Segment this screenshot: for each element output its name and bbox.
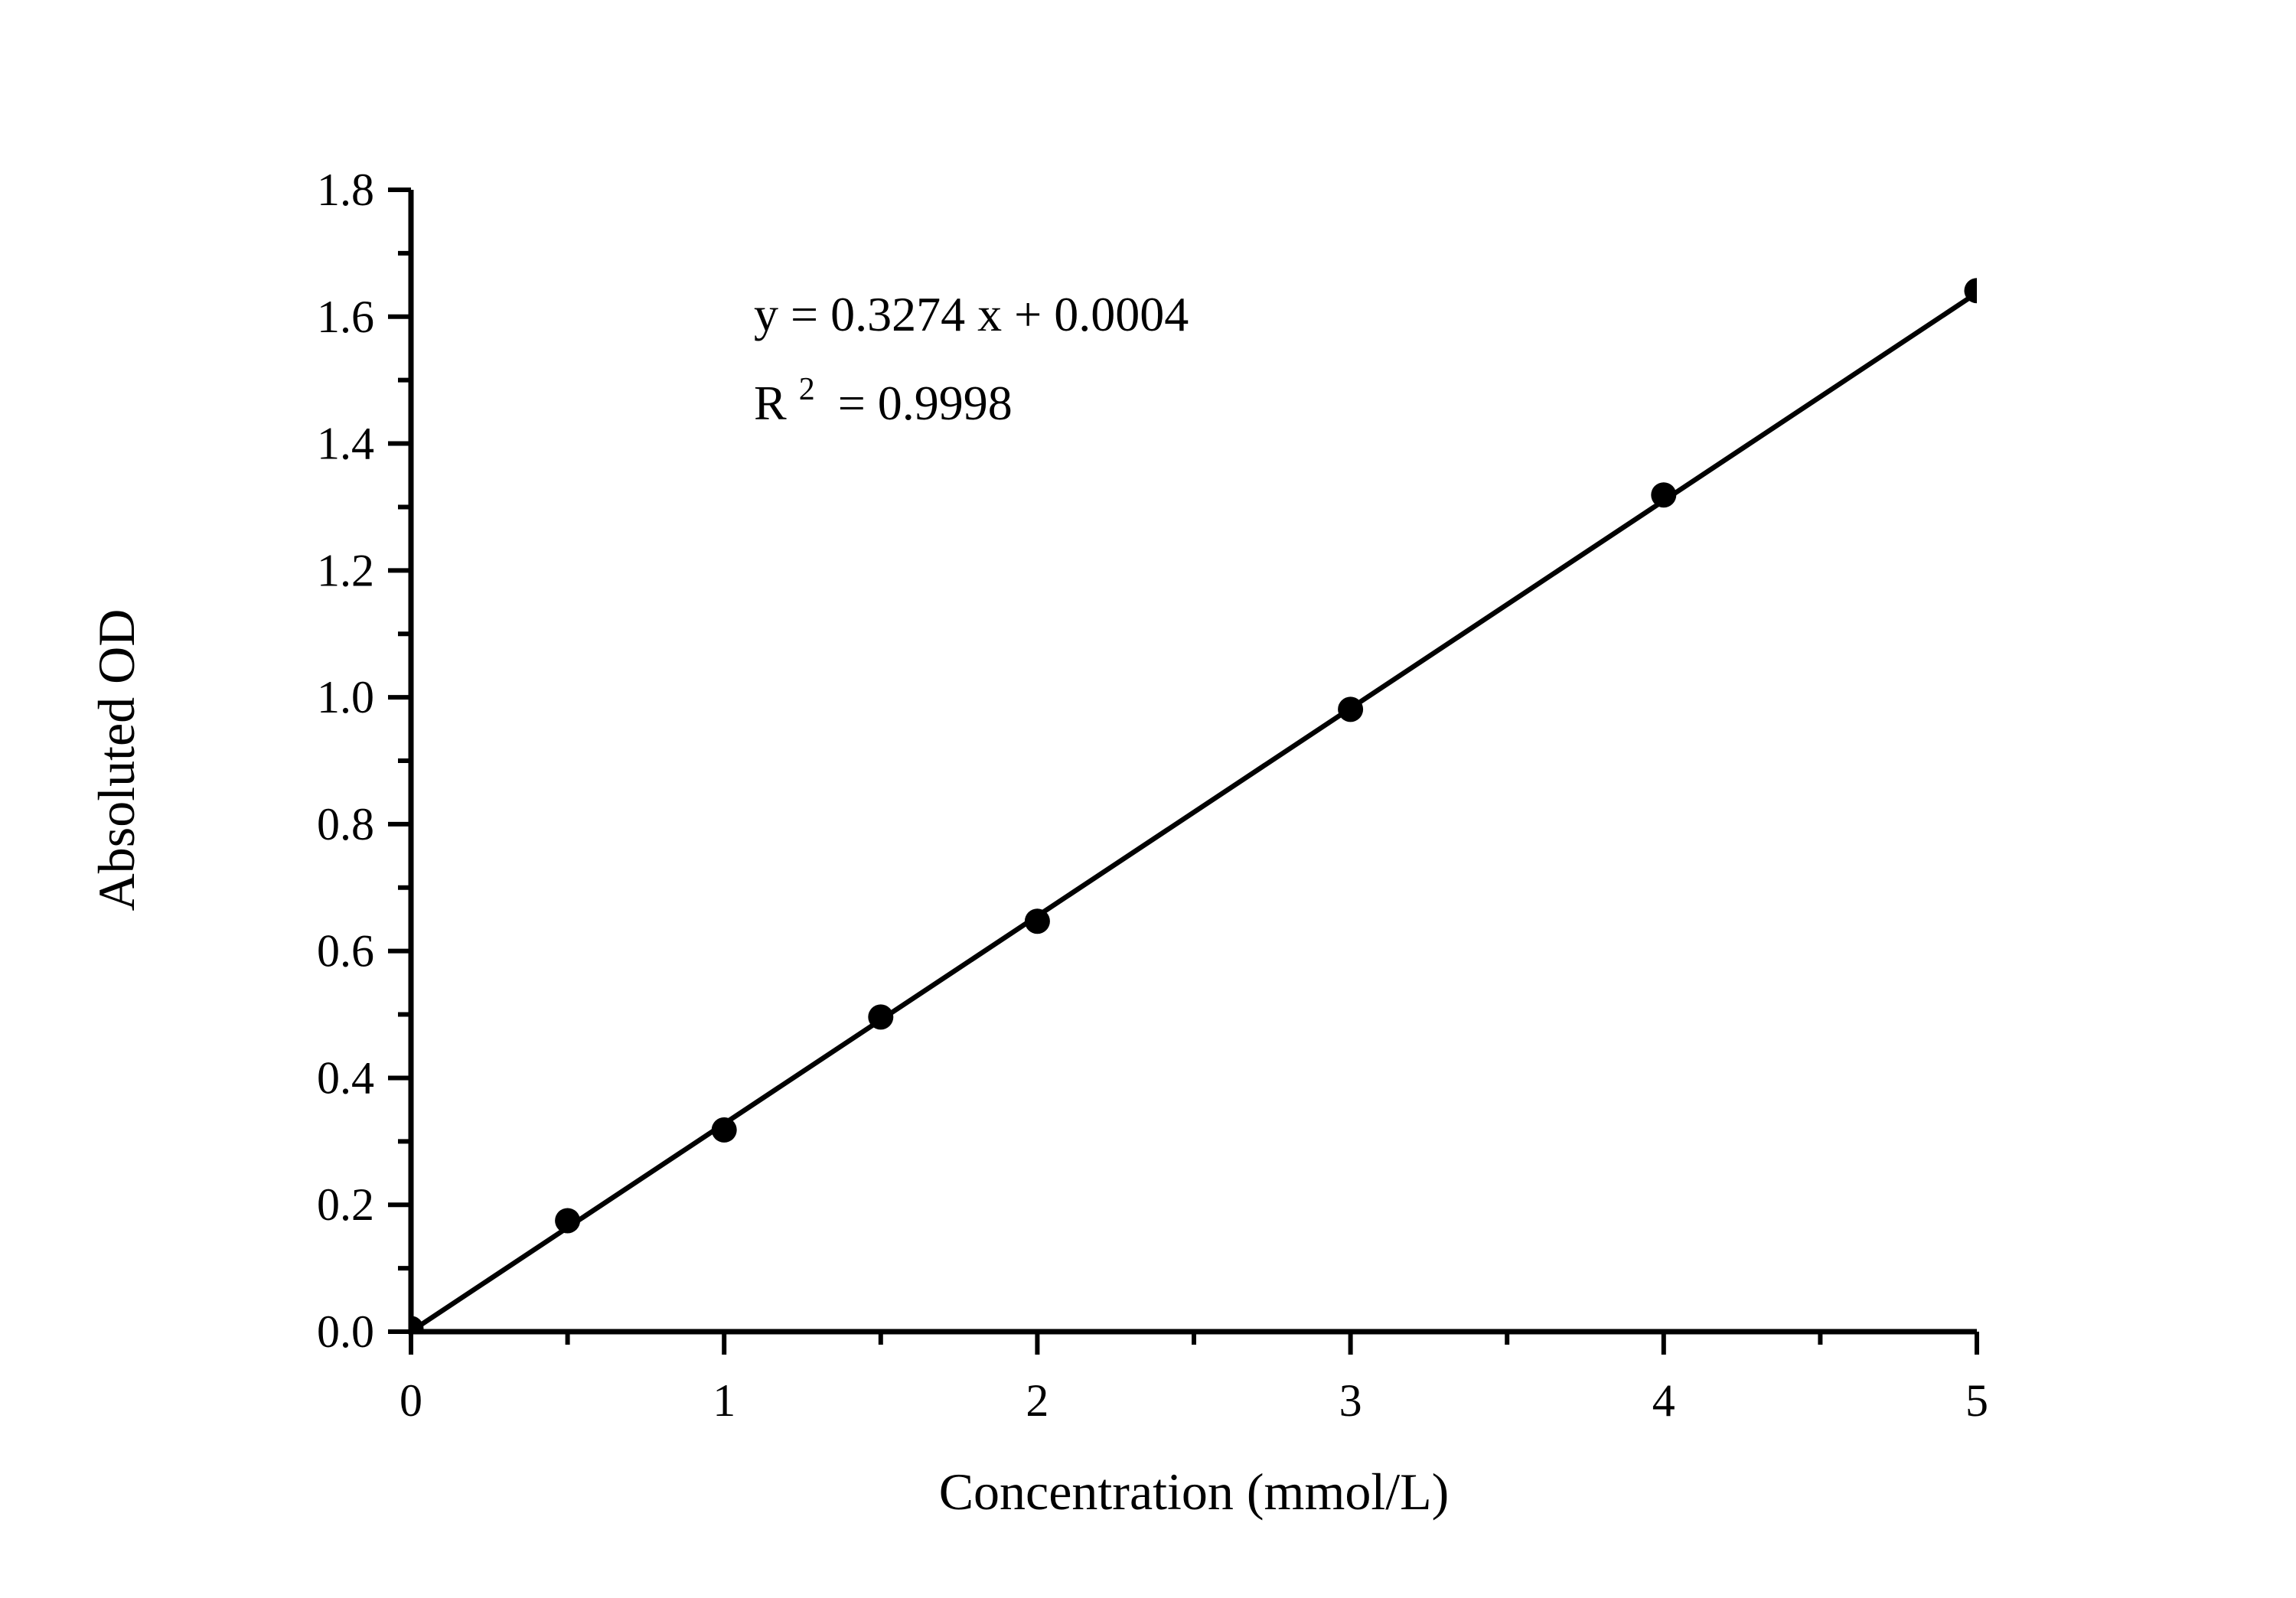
x-tick-label: 3 — [1339, 1375, 1362, 1426]
r-squared-value: = 0.9998 — [838, 376, 1013, 430]
data-point — [868, 1004, 894, 1030]
y-axis-title: Absoluted OD — [87, 609, 145, 912]
y-tick-label: 1.0 — [317, 672, 374, 722]
x-tick-label: 1 — [713, 1375, 735, 1426]
y-tick-label: 1.8 — [317, 165, 374, 215]
data-point — [1964, 278, 1977, 304]
x-tick-label: 0 — [400, 1375, 422, 1426]
y-tick-label: 0.0 — [317, 1306, 374, 1357]
x-tick-label: 4 — [1652, 1375, 1675, 1426]
y-tick-label: 0.4 — [317, 1052, 374, 1103]
data-point — [1024, 908, 1050, 934]
y-tick-label: 0.8 — [317, 799, 374, 850]
y-tick-label: 0.2 — [317, 1179, 374, 1230]
data-point — [1338, 696, 1364, 722]
fit-line — [411, 291, 1977, 1332]
y-tick-label: 0.6 — [317, 926, 374, 977]
x-tick-label: 2 — [1026, 1375, 1049, 1426]
data-point — [555, 1208, 581, 1234]
data-point — [1651, 482, 1677, 508]
data-series-layer — [411, 278, 1977, 1332]
y-tick-label: 1.6 — [317, 292, 374, 342]
y-tick-label: 1.2 — [317, 545, 374, 595]
equation-label: y = 0.3274 x + 0.0004 — [754, 287, 1189, 341]
data-point — [411, 1316, 424, 1332]
axes-layer: 0.0 0.2 0.4 0.6 0.8 1.0 1.2 1.4 1.6 1.8 0 1 2 3 4 5 — [317, 165, 1988, 1426]
r-squared-superscript: 2 — [799, 372, 815, 407]
r-squared-base: R — [754, 376, 787, 430]
data-point — [711, 1117, 737, 1143]
x-tick-label: 5 — [1965, 1375, 1988, 1426]
x-axis-title: Concentration (mmol/L) — [939, 1463, 1450, 1521]
r-squared-label: R 2 = 0.9998 — [754, 356, 1013, 430]
axis-spines — [408, 190, 1977, 1335]
y-tick-label: 1.4 — [317, 419, 374, 469]
